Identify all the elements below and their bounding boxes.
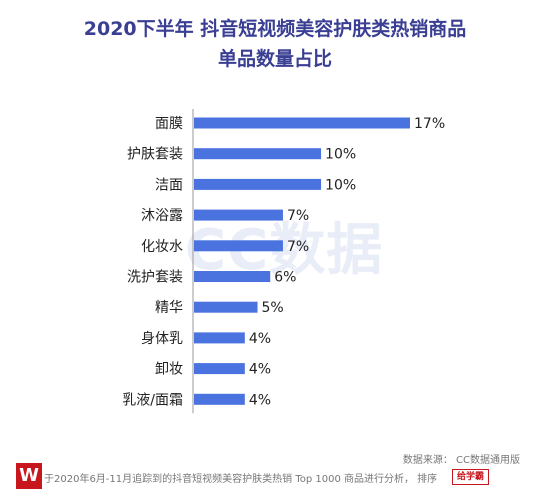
bar-7 [194, 332, 245, 344]
chart-title-line-1: 2020下半年 抖音短视频美容护肤类热销商品 [83, 18, 467, 40]
bar-3 [194, 209, 283, 221]
value-label-6: 5% [262, 300, 284, 316]
bar-2 [194, 178, 322, 190]
category-label-4: 化妆水 [141, 239, 183, 255]
value-label-3: 7% [287, 208, 309, 224]
value-label-8: 4% [249, 362, 271, 378]
category-label-1: 护肤套装 [127, 147, 183, 163]
brand-logo: W [16, 463, 42, 489]
logo-stamp: 给学霸 [452, 469, 490, 485]
category-label-8: 卸妆 [155, 362, 183, 378]
category-label-0: 面膜 [155, 116, 183, 132]
bar-0 [194, 117, 410, 129]
value-label-7: 4% [249, 331, 271, 347]
value-label-2: 10% [325, 177, 356, 193]
bar-9 [194, 393, 245, 405]
bar-5 [194, 271, 271, 282]
data-source-note: 数据来源： CC数据通用版 [402, 455, 520, 466]
category-label-3: 沐浴露 [141, 208, 183, 224]
category-label-9: 乳液/面霜 [122, 392, 183, 408]
chart-title-line-2: 单品数量占比 [217, 48, 332, 70]
bar-8 [194, 363, 245, 375]
category-label-7: 身体乳 [141, 331, 183, 347]
value-label-9: 4% [249, 392, 271, 408]
bar-1 [194, 148, 322, 160]
value-label-4: 7% [287, 239, 309, 255]
category-label-2: 洁面 [155, 177, 183, 193]
bar-6 [194, 301, 258, 313]
footnote: 于2020年6月-11月追踪到的抖音短视频美容护肤类热销 Top 1000 商品… [44, 474, 438, 485]
bar-4 [194, 240, 283, 252]
category-label-6: 精华 [155, 300, 183, 316]
value-label-1: 10% [325, 147, 356, 163]
category-label-5: 洗护套装 [127, 270, 183, 286]
chart-title: 2020下半年 抖音短视频美容护肤类热销商品 单品数量占比 [0, 14, 550, 74]
value-label-0: 17% [414, 116, 445, 132]
value-label-5: 6% [274, 270, 296, 286]
